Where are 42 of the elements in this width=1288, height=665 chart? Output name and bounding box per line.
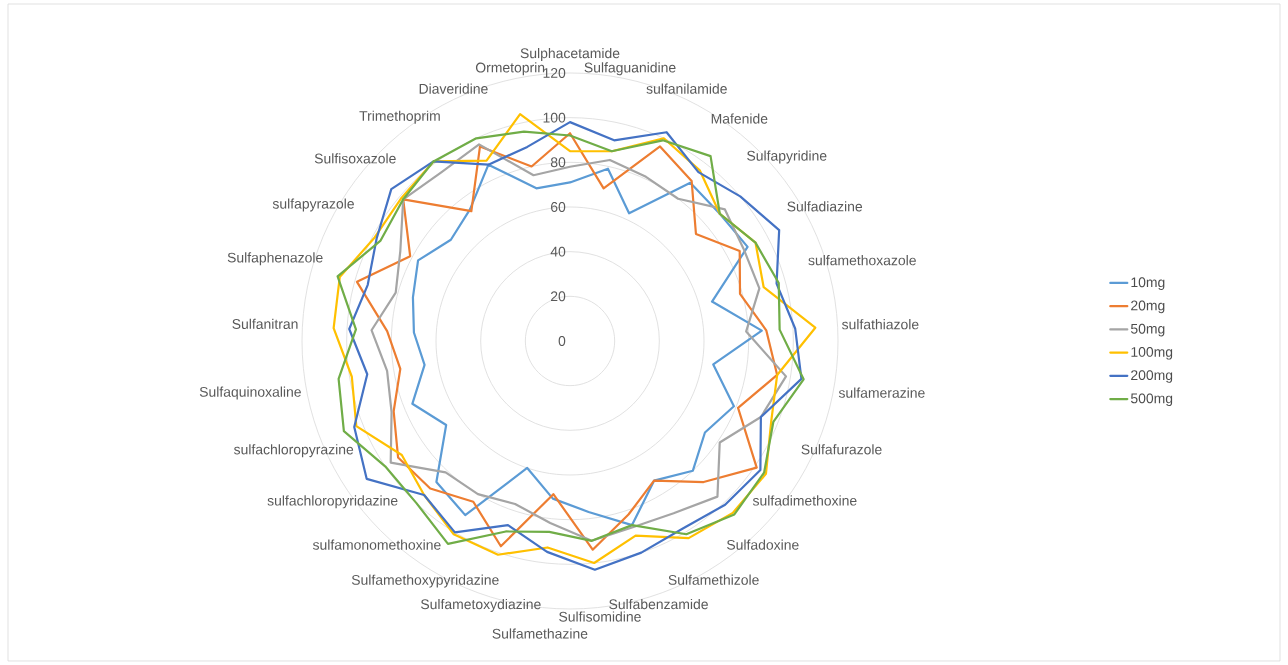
spoke-label: Sulfaguanidine xyxy=(584,62,676,76)
spoke-label: Sulfanitran xyxy=(232,318,298,329)
spoke-label: Sulfaquinoxaline xyxy=(199,386,301,400)
spoke-label: Sulfadoxine xyxy=(727,539,799,550)
spoke-label: sulfapyrazole xyxy=(272,198,354,212)
spoke-label: Sulfamethizole xyxy=(668,574,759,585)
spoke-label: sulfanilamide xyxy=(646,83,727,94)
spoke-label: Sulfamethoxypyridazine xyxy=(351,574,499,588)
spoke-label: Sulfisoxazole xyxy=(314,153,396,164)
legend-label: 20mg xyxy=(1131,300,1165,314)
spoke-label: sulfamerazine xyxy=(838,387,925,398)
y-tick-label: 60 xyxy=(551,202,566,212)
spoke-label: sulfathiazole xyxy=(842,319,919,330)
spoke-label: Sulphacetamide xyxy=(520,47,620,61)
spoke-label: Diaveridine xyxy=(419,83,488,94)
y-tick-label: 100 xyxy=(543,112,566,123)
spoke-label: Sulfadiazine xyxy=(787,201,863,212)
spoke-label: Mafenide xyxy=(711,113,768,124)
spoke-label: Sulfametoxydiazine xyxy=(420,598,541,612)
legend-label: 100mg xyxy=(1131,346,1173,360)
legend-label: 500mg xyxy=(1130,393,1173,407)
y-tick-label: 40 xyxy=(550,246,566,257)
spoke-label: Sulfaphenazole xyxy=(227,252,323,266)
spoke-label: sulfachloropyridazine xyxy=(267,495,398,509)
spoke-label: sulfachloropyrazine xyxy=(234,444,354,458)
spoke-label: Sulfapyridine xyxy=(747,150,827,164)
legend-label: 200mg xyxy=(1131,370,1173,383)
spoke-label: Ormetoprin xyxy=(475,62,545,76)
spoke-label: Sulfafurazole xyxy=(801,444,882,455)
y-tick-label: 20 xyxy=(551,291,566,302)
spoke-label: Sulfamethazine xyxy=(492,628,588,639)
y-tick-label: 120 xyxy=(543,68,566,78)
legend-label: 50mg xyxy=(1130,323,1165,337)
spoke-label: sulfamonomethoxine xyxy=(312,539,441,550)
legend-label: 10mg xyxy=(1131,277,1165,290)
spoke-label: sulfadimethoxine xyxy=(752,495,857,506)
spoke-label: sulfamethoxazole xyxy=(808,255,916,266)
y-tick-label: 0 xyxy=(558,336,566,346)
spoke-label: Sulfabenzamide xyxy=(609,598,708,610)
spoke-label: Sulfisomidine xyxy=(559,611,641,622)
y-tick-label: 80 xyxy=(550,157,566,168)
spoke-label: Trimethoprim xyxy=(359,110,440,124)
